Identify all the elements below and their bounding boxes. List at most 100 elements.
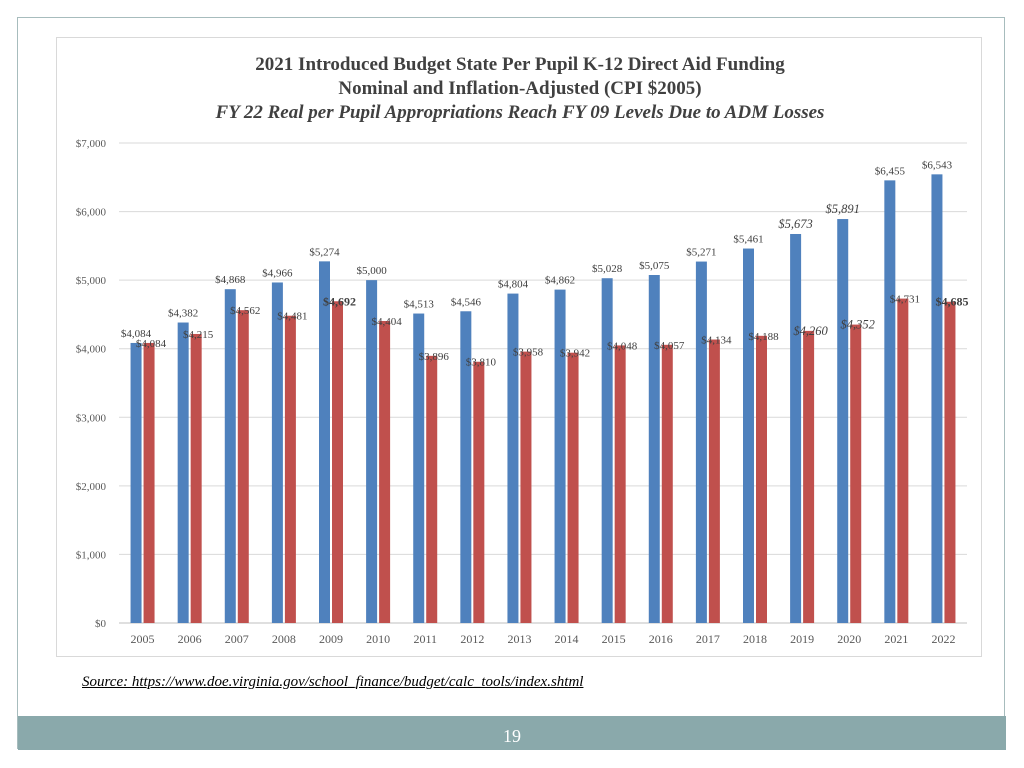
bar-real-2015 bbox=[614, 345, 626, 623]
data-label-real: $4,562 bbox=[230, 305, 260, 317]
data-label-real: $4,215 bbox=[183, 329, 214, 341]
data-label-nominal: $5,891 bbox=[826, 202, 860, 216]
chart-subtitle: Nominal and Inflation-Adjusted (CPI $200… bbox=[338, 78, 701, 99]
bar-nominal-2017 bbox=[695, 261, 707, 623]
data-label-nominal: $5,271 bbox=[686, 247, 716, 259]
bar-real-2010 bbox=[379, 321, 391, 623]
x-tick-label: 2007 bbox=[225, 632, 249, 646]
bar-nominal-2015 bbox=[601, 278, 613, 623]
bar-nominal-2018 bbox=[743, 248, 754, 623]
data-label-nominal: $4,862 bbox=[545, 275, 575, 287]
bar-real-2009 bbox=[332, 301, 343, 623]
x-tick-label: 2017 bbox=[696, 632, 720, 646]
x-tick-label: 2013 bbox=[507, 632, 531, 646]
y-tick-label: $3,000 bbox=[76, 412, 107, 424]
x-tick-label: 2018 bbox=[743, 632, 767, 646]
page-number: 19 bbox=[503, 726, 521, 746]
data-label-real: $4,481 bbox=[277, 311, 307, 323]
data-label-nominal: $5,673 bbox=[778, 217, 812, 231]
y-tick-label: $4,000 bbox=[76, 344, 107, 356]
x-tick-label: 2009 bbox=[319, 632, 343, 646]
x-tick-label: 2020 bbox=[837, 632, 861, 646]
x-tick-label: 2019 bbox=[790, 632, 814, 646]
data-label-real: $4,685 bbox=[935, 295, 968, 309]
data-label-nominal: $4,546 bbox=[451, 296, 482, 308]
x-tick-label: 2021 bbox=[884, 632, 908, 646]
bar-nominal-2013 bbox=[507, 293, 519, 623]
y-tick-label: $6,000 bbox=[76, 207, 107, 219]
bar-nominal-2020 bbox=[837, 219, 849, 623]
bar-real-2014 bbox=[567, 352, 579, 623]
bar-nominal-2011 bbox=[413, 313, 425, 623]
bar-nominal-2006 bbox=[177, 322, 189, 623]
y-tick-label: $0 bbox=[95, 618, 107, 630]
bar-nominal-2021 bbox=[884, 180, 896, 623]
bar-nominal-2016 bbox=[648, 275, 660, 623]
data-label-real: $4,134 bbox=[701, 335, 732, 347]
data-label-nominal: $5,000 bbox=[356, 265, 387, 277]
bar-real-2022 bbox=[944, 301, 956, 623]
data-label-real: $4,057 bbox=[654, 340, 685, 352]
data-label-real: $4,260 bbox=[793, 324, 828, 338]
y-tick-label: $7,000 bbox=[76, 138, 107, 150]
bar-real-2020 bbox=[850, 324, 862, 623]
data-label-real: $4,404 bbox=[371, 316, 402, 328]
bar-nominal-2022 bbox=[931, 174, 943, 623]
data-label-nominal: $6,543 bbox=[922, 159, 953, 171]
data-label-real: $3,958 bbox=[513, 347, 544, 359]
bar-real-2019 bbox=[803, 330, 815, 623]
bar-nominal-2012 bbox=[460, 311, 472, 623]
x-tick-label: 2012 bbox=[460, 632, 484, 646]
chart-subtitle-2: FY 22 Real per Pupil Appropriations Reac… bbox=[215, 102, 825, 123]
footer-bar: 19 bbox=[18, 716, 1006, 750]
data-label-nominal: $4,966 bbox=[262, 267, 293, 279]
data-label-nominal: $5,274 bbox=[309, 246, 340, 258]
chart-panel: 2021 Introduced Budget State Per Pupil K… bbox=[56, 37, 982, 657]
bar-real-2011 bbox=[426, 355, 438, 623]
bar-real-2008 bbox=[284, 315, 296, 623]
chart: 2021 Introduced Budget State Per Pupil K… bbox=[76, 54, 969, 646]
bar-nominal-2008 bbox=[271, 282, 283, 623]
data-label-real: $4,188 bbox=[748, 331, 779, 343]
x-tick-label: 2014 bbox=[555, 632, 579, 646]
data-label-real: $4,731 bbox=[890, 294, 920, 306]
data-label-nominal: $4,804 bbox=[498, 279, 529, 291]
y-tick-label: $1,000 bbox=[76, 549, 107, 561]
data-label-real: $4,084 bbox=[136, 338, 167, 350]
bar-nominal-2009 bbox=[319, 261, 330, 623]
bar-nominal-2019 bbox=[790, 233, 802, 623]
data-label-nominal: $5,075 bbox=[639, 260, 670, 272]
bar-real-2005 bbox=[143, 342, 155, 623]
y-tick-label: $2,000 bbox=[76, 481, 107, 493]
bar-nominal-2010 bbox=[366, 280, 378, 623]
x-tick-label: 2011 bbox=[413, 632, 437, 646]
bar-real-2018 bbox=[756, 335, 767, 623]
data-label-nominal: $4,868 bbox=[215, 274, 246, 286]
data-label-nominal: $6,455 bbox=[875, 165, 906, 177]
x-tick-label: 2006 bbox=[178, 632, 202, 646]
bar-real-2006 bbox=[190, 333, 202, 623]
data-label-nominal: $5,028 bbox=[592, 263, 623, 275]
source-citation: Source: https://www.doe.virginia.gov/sch… bbox=[82, 674, 584, 690]
x-tick-label: 2010 bbox=[366, 632, 390, 646]
chart-title: 2021 Introduced Budget State Per Pupil K… bbox=[255, 54, 785, 75]
data-label-real: $3,896 bbox=[419, 351, 450, 363]
bar-real-2007 bbox=[237, 310, 249, 623]
bar-real-2017 bbox=[708, 339, 720, 623]
x-tick-label: 2005 bbox=[131, 632, 155, 646]
data-label-real: $4,692 bbox=[323, 294, 356, 308]
data-label-nominal: $5,461 bbox=[733, 234, 763, 246]
data-label-real: $3,810 bbox=[466, 357, 497, 369]
x-tick-label: 2022 bbox=[931, 632, 955, 646]
bar-nominal-2007 bbox=[224, 289, 236, 623]
x-tick-label: 2015 bbox=[602, 632, 626, 646]
bar-real-2013 bbox=[520, 351, 532, 623]
y-tick-label: $5,000 bbox=[76, 275, 107, 287]
bar-nominal-2005 bbox=[130, 342, 142, 623]
data-label-real: $4,048 bbox=[607, 340, 638, 352]
x-tick-label: 2008 bbox=[272, 632, 296, 646]
bar-nominal-2014 bbox=[554, 289, 566, 623]
data-label-nominal: $4,513 bbox=[404, 299, 435, 311]
data-label-nominal: $4,382 bbox=[168, 308, 198, 320]
data-label-real: $3,942 bbox=[560, 348, 590, 360]
